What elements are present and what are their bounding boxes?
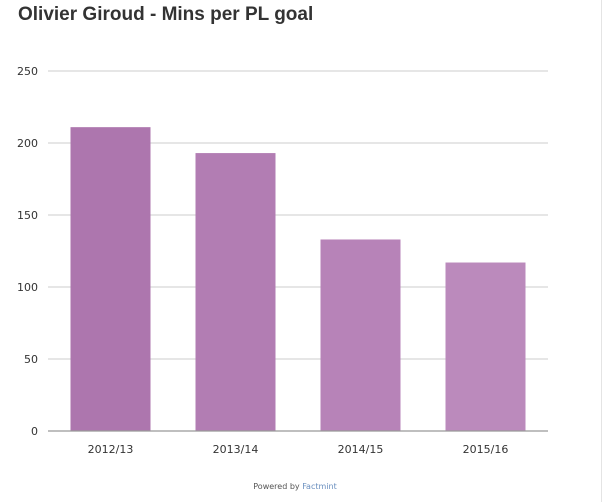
y-tick-label: 50 [24,353,38,366]
powered-by: Powered by Factmint [0,482,590,491]
powered-by-prefix: Powered by [253,482,303,491]
y-tick-label: 100 [17,281,38,294]
y-tick-label: 250 [17,65,38,78]
factmint-link[interactable]: Factmint [302,482,337,491]
x-tick-label: 2014/15 [338,443,384,456]
y-tick-label: 200 [17,137,38,150]
x-tick-label: 2013/14 [213,443,259,456]
chart-title: Olivier Giroud - Mins per PL goal [18,4,314,25]
x-tick-label: 2012/13 [88,443,134,456]
y-tick-label: 0 [31,425,38,438]
axes: 0 50 100 150 200 250 2012/13 2013/14 2014/15 2015… [17,65,548,456]
frame-border [601,0,602,502]
bar-2012-13[interactable] [70,127,151,431]
bar-2015-16[interactable] [445,262,526,431]
bars [70,127,526,431]
bar-2014-15[interactable] [320,239,401,431]
y-tick-label: 150 [17,209,38,222]
bar-2013-14[interactable] [195,153,276,431]
x-tick-label: 2015/16 [463,443,509,456]
